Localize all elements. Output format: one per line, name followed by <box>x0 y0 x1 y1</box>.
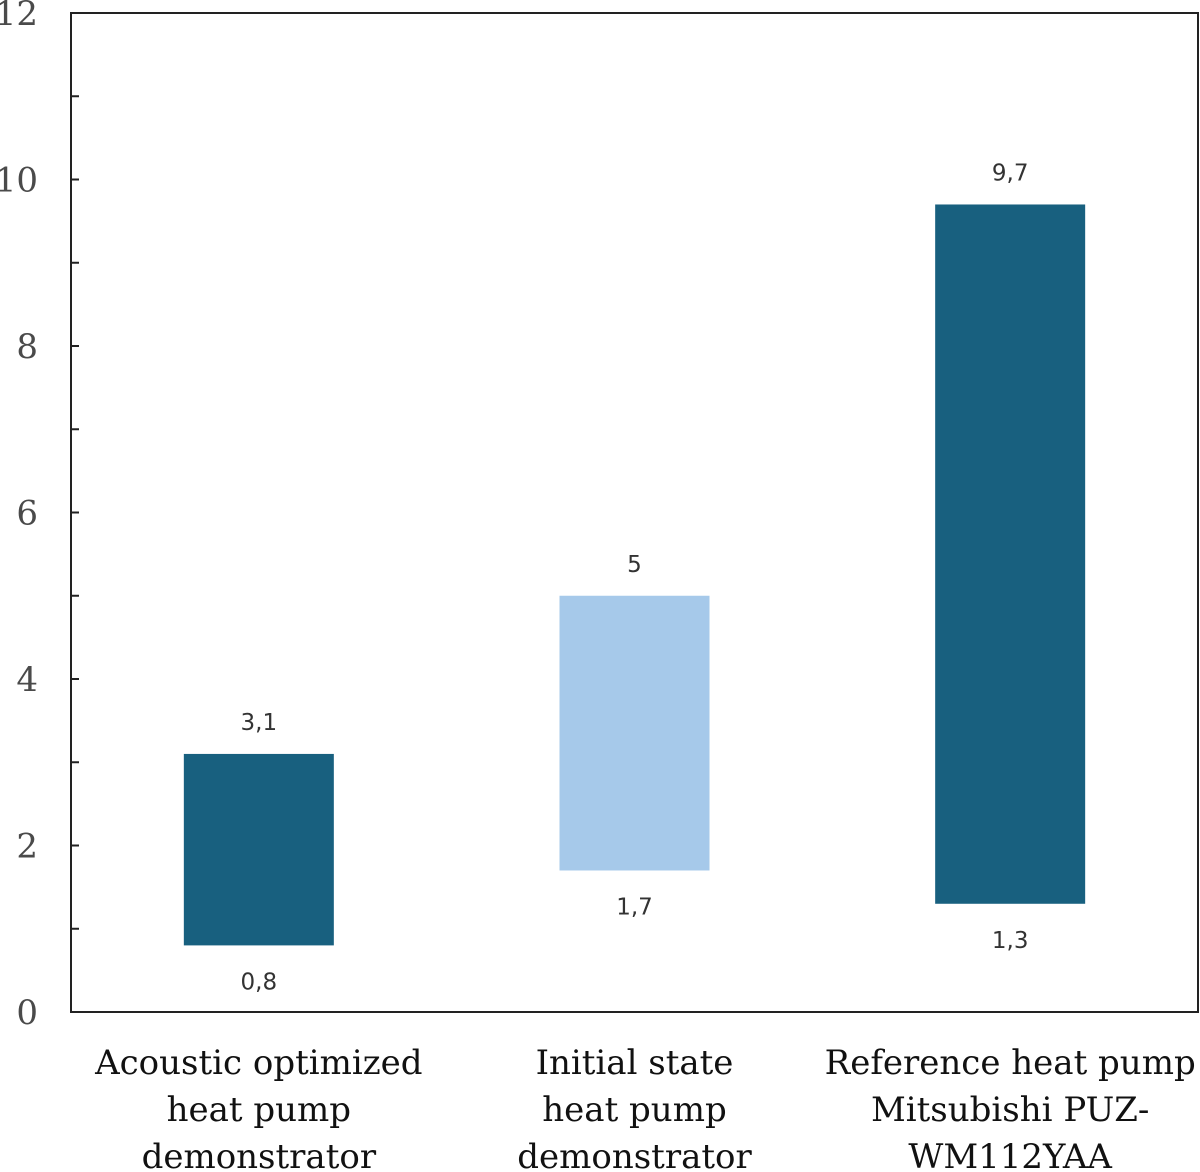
y-axis: 0 2 4 6 8 10 12 <box>0 0 79 1033</box>
category-label-line: Reference heat pump <box>825 1043 1196 1083</box>
bar-high-label: 3,1 <box>241 710 278 736</box>
range-bar <box>183 753 334 946</box>
category-label-line: heat pump <box>542 1090 726 1130</box>
category-label-line: Initial state <box>536 1043 734 1083</box>
y-tick-label: 10 <box>0 161 38 201</box>
bar-low-label: 1,3 <box>992 928 1029 954</box>
category-label-line: demonstrator <box>517 1137 752 1172</box>
category-label-line: Acoustic optimized <box>94 1043 422 1083</box>
bar-high-label: 5 <box>627 552 642 578</box>
y-tick-label: 12 <box>0 0 38 34</box>
bar-low-label: 0,8 <box>241 969 278 995</box>
y-tick-label: 8 <box>16 327 38 367</box>
range-bar <box>559 595 710 871</box>
plot-frame <box>70 12 1199 1013</box>
data-labels: 3,1 0,8 5 1,7 9,7 1,3 <box>241 160 1029 995</box>
y-tick-label: 4 <box>16 660 38 700</box>
y-tick-label: 2 <box>16 827 38 867</box>
bar-high-label: 9,7 <box>992 160 1029 186</box>
category-label-line: heat pump <box>167 1090 351 1130</box>
y-tick-label: 0 <box>16 993 38 1033</box>
category-label-line: Mitsubishi PUZ- <box>871 1090 1149 1130</box>
y-tick-label: 6 <box>16 494 38 534</box>
category-label-line: WM112YAA <box>908 1137 1112 1172</box>
category-labels: Acoustic optimized heat pump demonstrator I… <box>94 1043 1196 1172</box>
range-bar <box>935 204 1086 904</box>
category-label-line: demonstrator <box>142 1137 377 1172</box>
bar-low-label: 1,7 <box>616 894 653 920</box>
bars <box>183 204 1086 946</box>
